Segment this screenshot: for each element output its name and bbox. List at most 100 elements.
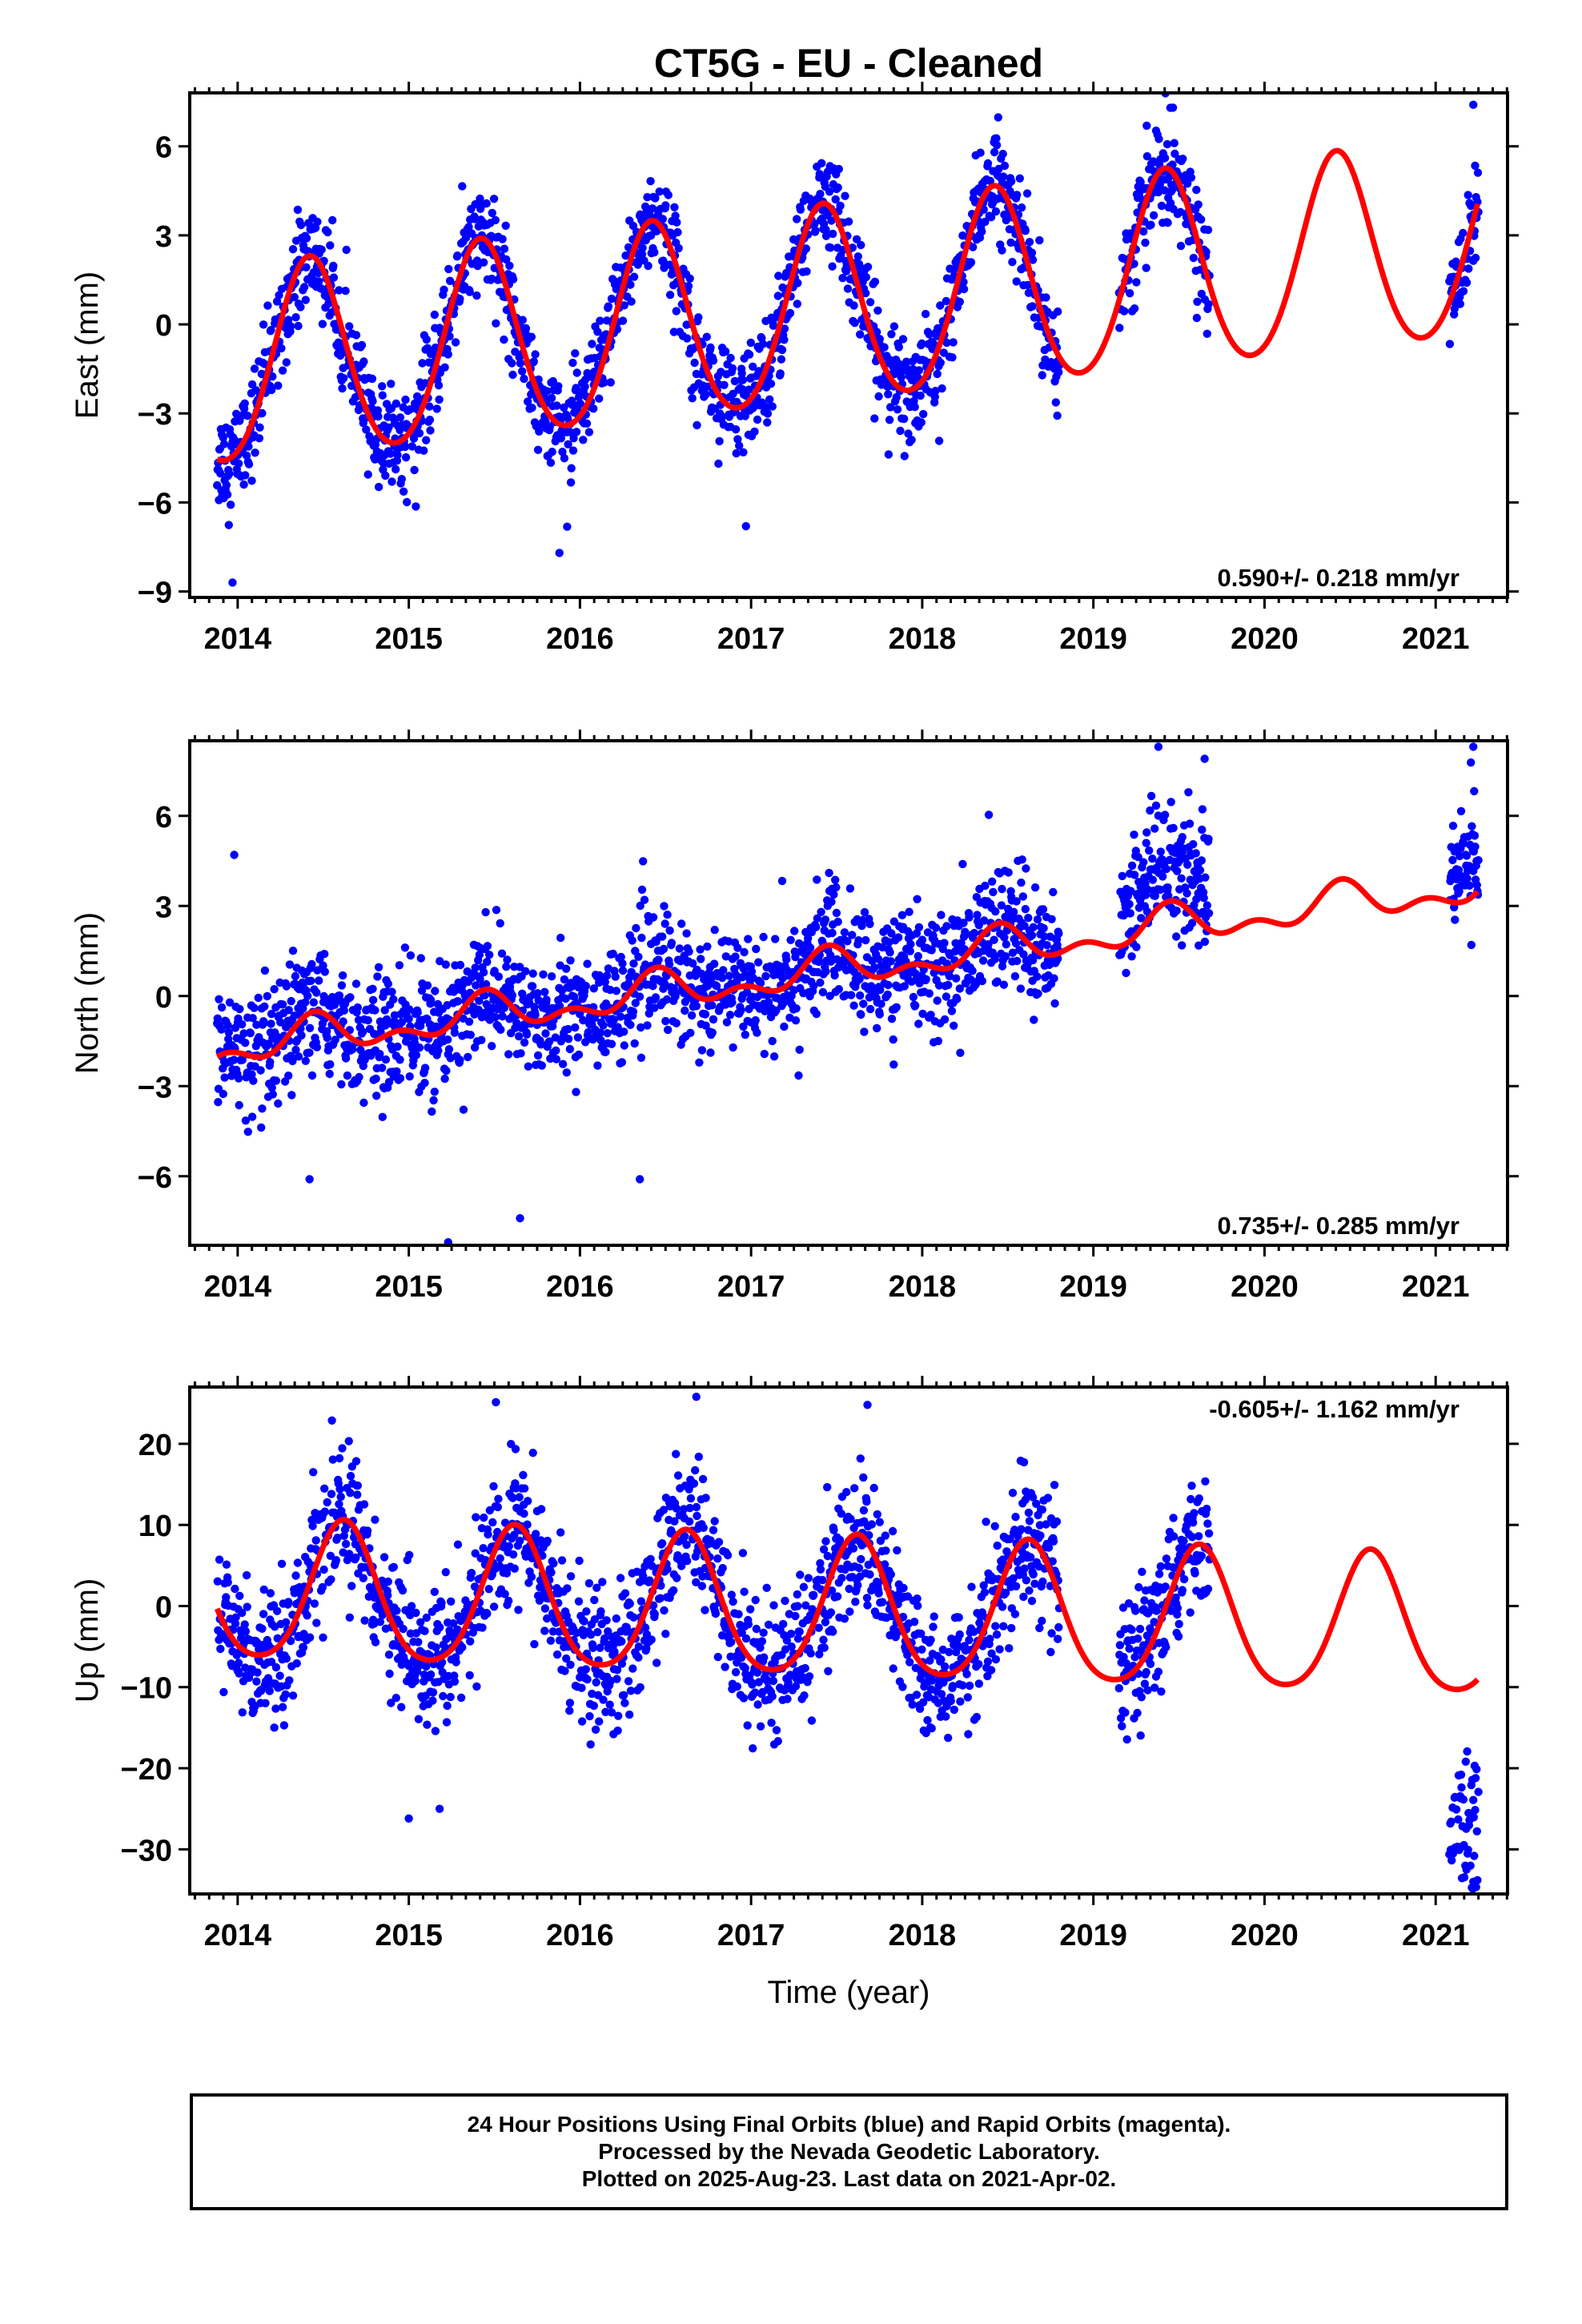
data-point [934, 1036, 943, 1046]
data-point [671, 211, 680, 220]
data-point [270, 1723, 279, 1732]
data-point [976, 148, 985, 157]
data-point [219, 1089, 227, 1099]
data-point [887, 929, 896, 938]
data-point [618, 959, 627, 968]
data-point [793, 279, 802, 287]
data-point [841, 191, 849, 200]
data-point [813, 914, 822, 923]
data-point [323, 1033, 331, 1043]
data-point [343, 1071, 352, 1080]
data-point [614, 1711, 623, 1720]
data-point [391, 1694, 400, 1703]
data-point [1149, 157, 1158, 166]
data-point [576, 399, 584, 408]
data-point [244, 460, 254, 468]
x-tick-label: 2018 [889, 622, 957, 656]
data-point [624, 1627, 632, 1636]
data-point [571, 1023, 580, 1032]
data-point [290, 292, 299, 302]
data-points [213, 742, 1483, 1245]
data-point [441, 1568, 450, 1577]
data-point [296, 220, 306, 230]
outlier-point [1166, 103, 1175, 112]
data-point [353, 1490, 362, 1499]
data-point [780, 1022, 789, 1031]
data-point [284, 1598, 293, 1606]
y-tick-label: 0 [155, 981, 172, 1015]
data-point [620, 1027, 628, 1036]
data-point [607, 1039, 616, 1048]
data-point [420, 1063, 430, 1072]
data-point [710, 959, 719, 968]
data-point [1170, 149, 1179, 159]
data-point [827, 216, 836, 225]
data-point [701, 1021, 710, 1030]
data-point [706, 343, 715, 352]
data-point [591, 1725, 600, 1734]
data-point [265, 1687, 274, 1695]
data-point [955, 984, 965, 993]
data-point [829, 890, 838, 899]
data-point [312, 1618, 321, 1627]
data-point [816, 978, 825, 987]
data-point [782, 955, 791, 964]
data-point [765, 395, 774, 404]
data-point [634, 952, 643, 962]
data-point [1183, 860, 1192, 870]
data-point [223, 1021, 232, 1030]
data-point [241, 1039, 250, 1047]
data-point [259, 320, 268, 329]
data-point [690, 358, 699, 368]
data-point [518, 367, 527, 376]
data-point [717, 412, 726, 421]
data-point [426, 426, 435, 435]
data-point [630, 1039, 639, 1048]
data-point [1471, 161, 1480, 171]
data-point [785, 308, 795, 318]
data-point [442, 1718, 452, 1727]
y-tick-label: −3 [138, 398, 172, 432]
data-point [777, 355, 786, 364]
data-point [990, 935, 998, 944]
data-point [565, 1699, 575, 1707]
data-point [659, 1506, 669, 1514]
data-point [1051, 398, 1061, 407]
data-point [345, 1613, 354, 1622]
data-point [450, 1677, 460, 1686]
data-point [355, 1072, 363, 1082]
data-point [260, 966, 270, 975]
data-point [428, 1107, 436, 1116]
data-point [336, 1492, 345, 1502]
data-point [580, 1617, 588, 1626]
data-point [483, 1609, 492, 1618]
data-point [792, 1004, 801, 1013]
data-point [733, 435, 742, 444]
data-point [1025, 238, 1034, 247]
data-point [384, 1078, 394, 1087]
data-point [281, 1690, 290, 1699]
data-point [533, 1051, 543, 1060]
data-point [1030, 883, 1040, 892]
data-point [1049, 887, 1058, 897]
data-point [685, 274, 694, 283]
data-point [472, 291, 481, 300]
data-point [502, 255, 511, 264]
data-point [256, 1066, 265, 1075]
data-point [527, 332, 536, 341]
data-point [697, 955, 705, 963]
data-point [1127, 861, 1137, 870]
data-point [1002, 940, 1011, 949]
data-point [341, 287, 350, 296]
data-point [252, 1020, 261, 1029]
data-point [515, 1493, 524, 1502]
data-point [224, 521, 233, 529]
data-point [905, 907, 913, 916]
data-point [991, 207, 1001, 216]
data-point [745, 350, 754, 359]
data-point [885, 948, 894, 957]
data-point [239, 480, 248, 489]
data-point [312, 1043, 322, 1051]
data-point [346, 1471, 355, 1481]
data-point [288, 1691, 298, 1700]
